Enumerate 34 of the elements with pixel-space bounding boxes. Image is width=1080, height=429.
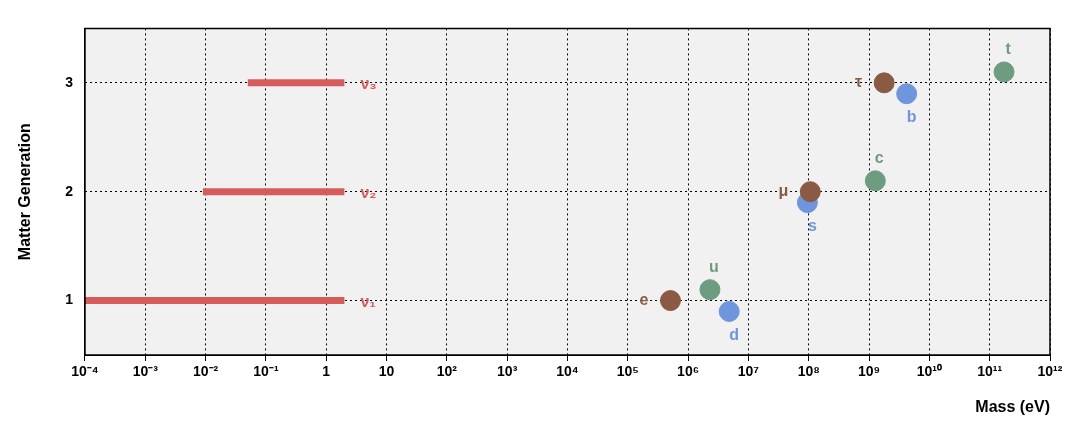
series-label: ν₁ [360,292,377,310]
series-label: ν₃ [360,75,377,93]
annotation: s [807,216,817,234]
x-tick-label: 10¹¹ [977,363,1003,380]
x-tick-label: 10⁵ [616,363,639,380]
annotation: τ [855,73,863,91]
x-tick-label: 10⁸ [797,363,820,380]
x-tick-label: 10 [378,363,395,380]
annotation: e [639,290,649,308]
annotation: t [1005,40,1012,58]
annotation: d [729,325,740,343]
x-tick-label: 10⁴ [556,363,579,380]
y-axis-title: Matter Generation [16,123,34,261]
series-label: ν₂ [360,184,377,202]
annotation: b [906,108,917,126]
x-tick-label: 10⁷ [737,363,760,380]
x-tick-label: 10⁻³ [132,363,159,380]
x-axis-title: Mass (eV) [975,397,1050,415]
y-tick-label: 1 [65,291,74,308]
x-tick-label: 10⁻⁴ [71,363,99,380]
x-tick-label: 10² [436,363,458,380]
annotation: u [709,258,719,276]
annotation: μ [778,182,789,200]
x-tick-label: 10⁻¹ [253,363,279,380]
x-tick-label: 10⁹ [857,363,881,380]
x-tick-label: 10¹⁰ [916,363,942,380]
x-tick-label: 10¹² [1037,363,1063,380]
x-tick-label: 10⁻² [193,363,219,380]
y-tick-label: 3 [65,73,74,90]
y-tick-label: 2 [65,182,74,199]
x-tick-label: 1 [322,363,331,380]
annotation: c [874,149,884,167]
x-tick-label: 10⁶ [677,363,700,380]
x-tick-label: 10³ [497,363,518,380]
